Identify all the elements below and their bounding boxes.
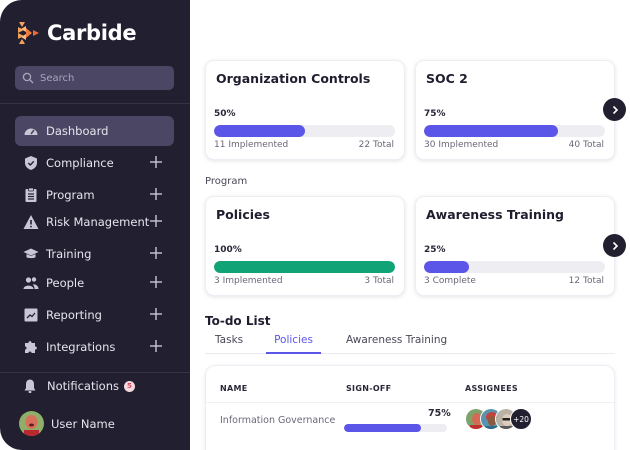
progress-bar: [424, 261, 605, 273]
sidebar-item-label: Reporting: [46, 308, 102, 322]
implemented-count: 3 Implemented: [214, 276, 283, 286]
card-title: Organization Controls: [216, 71, 371, 86]
progress-percent: 25%: [424, 245, 446, 255]
shield-check-icon: [22, 155, 39, 172]
sidebar: Carbide Dashboard Compliance Program R: [0, 0, 190, 450]
warning-icon: [22, 214, 39, 231]
sidebar-item-dashboard[interactable]: Dashboard: [15, 116, 174, 146]
sidebar-item-label: People: [46, 276, 85, 290]
total-count: 22 Total: [358, 140, 394, 150]
card-policies[interactable]: Policies 100% 3 Implemented 3 Total: [205, 196, 405, 296]
todo-list-title: To-do List: [205, 314, 271, 328]
progress-fill: [214, 261, 395, 273]
sidebar-item-reporting[interactable]: Reporting: [15, 300, 174, 330]
progress-percent: 100%: [214, 245, 242, 255]
progress-bar: [214, 261, 395, 273]
gauge-icon: [22, 123, 39, 140]
sidebar-item-integrations[interactable]: Integrations: [15, 332, 174, 362]
sidebar-item-training[interactable]: Training: [15, 239, 174, 269]
plus-icon[interactable]: [148, 245, 164, 261]
total-count: 3 Total: [364, 276, 394, 286]
avatar: [19, 411, 44, 436]
puzzle-icon: [22, 339, 39, 356]
clipboard-icon: [22, 187, 39, 204]
todo-tabs: Tasks Policies Awareness Training: [205, 334, 615, 354]
card-title: Awareness Training: [426, 207, 564, 222]
plus-icon[interactable]: [148, 154, 164, 170]
section-label-program: Program: [205, 176, 248, 187]
people-icon: [22, 275, 39, 292]
row-name: Information Governance: [220, 415, 336, 426]
sidebar-item-program[interactable]: Program: [15, 180, 174, 210]
assignee-avatars[interactable]: +20: [465, 408, 532, 430]
column-header-sign-off: SIGN-OFF: [346, 384, 392, 393]
card-soc2[interactable]: SOC 2 75% 30 Implemented 40 Total: [415, 60, 615, 160]
divider: [0, 103, 190, 104]
complete-count: 3 Complete: [424, 276, 476, 286]
implemented-count: 30 Implemented: [424, 140, 499, 150]
sidebar-item-label: Training: [46, 247, 92, 261]
progress-fill: [214, 125, 305, 137]
progress-fill: [344, 424, 422, 432]
todo-table: NAME SIGN-OFF ASSIGNEES Information Gove…: [205, 365, 615, 450]
card-awareness-training[interactable]: Awareness Training 25% 3 Complete 12 Tot…: [415, 196, 615, 296]
tab-policies[interactable]: Policies: [266, 334, 321, 354]
graduation-cap-icon: [22, 246, 39, 263]
sidebar-item-label: Integrations: [46, 340, 116, 354]
progress-bar: [214, 125, 395, 137]
chevron-right-icon: [612, 105, 618, 114]
user-name: User Name: [51, 416, 115, 431]
divider: [0, 372, 190, 373]
app-name: Carbide: [47, 21, 137, 45]
implemented-count: 11 Implemented: [214, 140, 289, 150]
column-header-assignees: ASSIGNEES: [465, 384, 518, 393]
card-title: Policies: [216, 207, 270, 222]
sidebar-item-label: Dashboard: [46, 124, 109, 138]
next-arrow-button[interactable]: [603, 234, 626, 257]
sidebar-item-label: Compliance: [46, 156, 114, 170]
plus-icon[interactable]: [148, 186, 164, 202]
chevron-right-icon: [612, 241, 618, 250]
search-icon: [22, 72, 34, 84]
notifications-label: Notifications: [47, 379, 119, 393]
search-input[interactable]: [40, 72, 160, 84]
progress-bar: [424, 125, 605, 137]
progress-percent: 50%: [214, 109, 236, 119]
card-title: SOC 2: [426, 71, 468, 86]
column-header-name: NAME: [220, 384, 248, 393]
plus-icon[interactable]: [148, 306, 164, 322]
divider: [206, 402, 614, 403]
bell-icon: [24, 379, 36, 393]
user-profile[interactable]: User Name: [19, 411, 115, 436]
total-count: 40 Total: [568, 140, 604, 150]
next-arrow-button[interactable]: [603, 98, 626, 121]
logo[interactable]: Carbide: [16, 20, 137, 46]
sidebar-item-compliance[interactable]: Compliance: [15, 148, 174, 178]
plus-icon[interactable]: [148, 338, 164, 354]
carbide-logo-icon: [18, 22, 39, 44]
search-box[interactable]: [15, 66, 174, 90]
tab-awareness-training[interactable]: Awareness Training: [346, 334, 448, 346]
plus-icon[interactable]: [148, 213, 164, 229]
sidebar-item-risk-management[interactable]: Risk Management: [15, 207, 174, 237]
row-signoff-percent: 75%: [428, 408, 451, 419]
sidebar-item-label: Program: [46, 188, 95, 202]
tab-tasks[interactable]: Tasks: [215, 334, 244, 346]
notifications-button[interactable]: Notifications 5: [22, 378, 135, 394]
signoff-progress-bar: [344, 424, 447, 432]
progress-fill: [424, 125, 558, 137]
sidebar-item-people[interactable]: People: [15, 268, 174, 298]
progress-fill: [424, 261, 470, 273]
total-count: 12 Total: [568, 276, 604, 286]
chart-line-icon: [22, 307, 39, 324]
progress-percent: 75%: [424, 109, 446, 119]
plus-icon[interactable]: [148, 274, 164, 290]
sidebar-item-label: Risk Management: [46, 215, 150, 229]
more-assignees-count[interactable]: +20: [510, 408, 532, 430]
notification-count-badge: 5: [123, 380, 135, 392]
card-organization-controls[interactable]: Organization Controls 50% 11 Implemented…: [205, 60, 405, 160]
